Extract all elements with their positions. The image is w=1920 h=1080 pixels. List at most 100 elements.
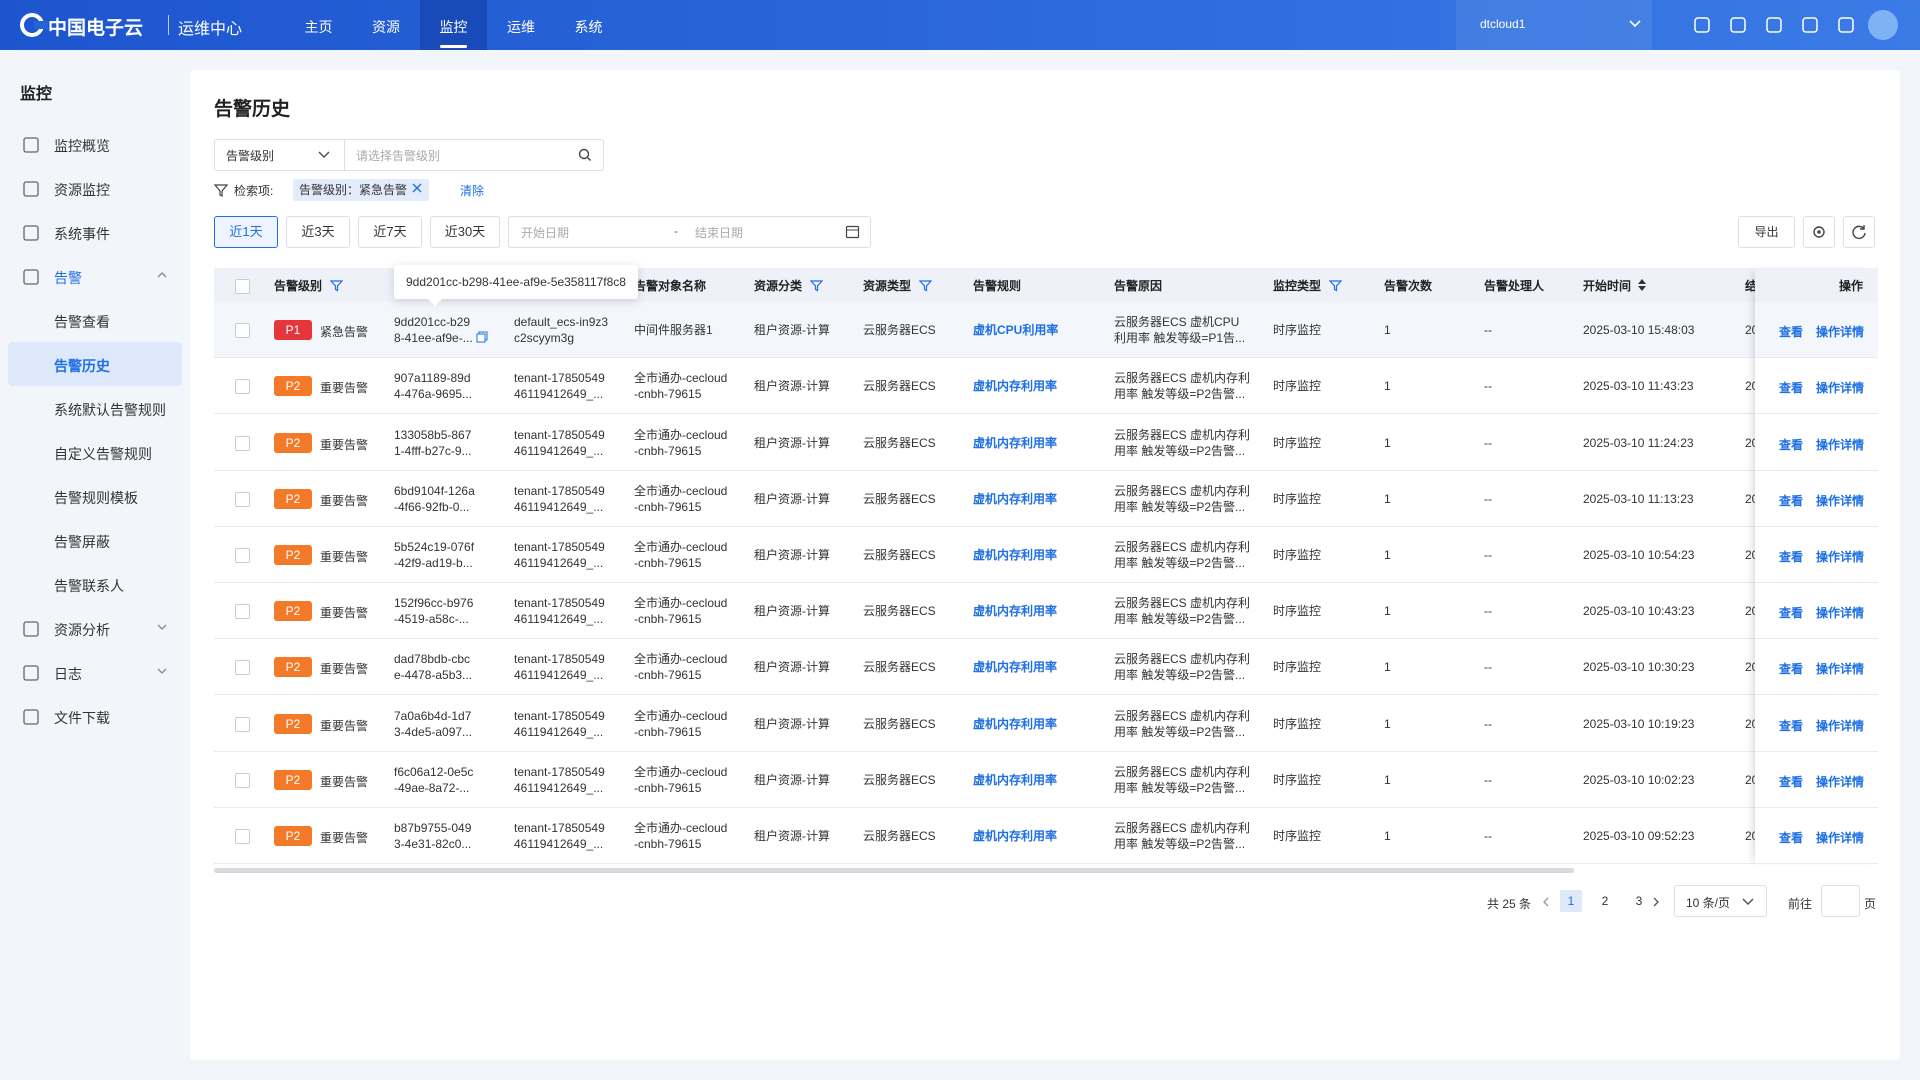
- cell-rule[interactable]: 虚机内存利用率: [973, 379, 1058, 394]
- menu-item[interactable]: 监控概览: [54, 138, 110, 154]
- cell-rule[interactable]: 虚机CPU利用率: [973, 323, 1059, 338]
- prev[interactable]: [1540, 894, 1552, 913]
- action-view[interactable]: 查看: [1779, 325, 1804, 340]
- submenu-item[interactable]: 告警历史: [54, 358, 110, 374]
- nav-item[interactable]: 资源: [372, 19, 400, 35]
- checkbox[interactable]: [235, 828, 250, 844]
- page-number[interactable]: 3: [1635, 894, 1643, 908]
- action-view[interactable]: 查看: [1779, 774, 1804, 789]
- header-icon[interactable]: [1765, 16, 1783, 37]
- cell-rule[interactable]: 虚机内存利用率: [973, 604, 1058, 619]
- menu-item[interactable]: 日志: [54, 666, 82, 682]
- filter-icon[interactable]: [1328, 279, 1343, 295]
- action-detail[interactable]: 操作详情: [1816, 718, 1865, 733]
- menu-item[interactable]: 系统事件: [54, 226, 110, 242]
- action-view[interactable]: 查看: [1779, 606, 1804, 621]
- header-icon[interactable]: [1801, 16, 1819, 37]
- submenu-item[interactable]: 告警联系人: [54, 578, 124, 594]
- action-view[interactable]: 查看: [1779, 830, 1804, 845]
- action-detail[interactable]: 操作详情: [1816, 381, 1865, 396]
- action-detail[interactable]: 操作详情: [1816, 774, 1865, 789]
- cell-monitor: 时序监控: [1273, 491, 1322, 506]
- next[interactable]: [1650, 894, 1662, 913]
- submenu-item[interactable]: 自定义告警规则: [54, 446, 152, 462]
- action-view[interactable]: 查看: [1779, 718, 1804, 733]
- refresh-button[interactable]: [1843, 216, 1875, 248]
- copy-icon[interactable]: [476, 331, 488, 346]
- avatar[interactable]: [1868, 10, 1898, 40]
- action-detail[interactable]: 操作详情: [1816, 662, 1865, 677]
- page-number[interactable]: 2: [1601, 894, 1609, 908]
- goto-input[interactable]: [1821, 885, 1860, 917]
- page-number[interactable]: 1: [1560, 890, 1582, 912]
- checkbox[interactable]: [235, 772, 250, 788]
- checkbox[interactable]: [235, 660, 250, 676]
- menu-item[interactable]: 文件下载: [54, 710, 110, 726]
- nav-item[interactable]: 运维: [507, 19, 535, 35]
- nav-item[interactable]: 系统: [574, 19, 603, 35]
- action-view[interactable]: 查看: [1779, 549, 1804, 564]
- cell-rule[interactable]: 虚机内存利用率: [973, 716, 1058, 731]
- action-view[interactable]: 查看: [1779, 437, 1804, 452]
- nav-item[interactable]: 监控: [439, 19, 468, 35]
- header-icon[interactable]: [1837, 16, 1855, 37]
- action-view[interactable]: 查看: [1779, 493, 1804, 508]
- filter-icon[interactable]: [918, 279, 933, 295]
- filter-icon[interactable]: [809, 279, 824, 295]
- level-name: 重要告警: [320, 493, 369, 508]
- time-button[interactable]: 近3天: [286, 216, 350, 248]
- time-button[interactable]: 近30天: [430, 216, 500, 248]
- checkbox[interactable]: [235, 716, 250, 732]
- menu-item[interactable]: 资源分析: [54, 622, 110, 638]
- cell-count: 1: [1384, 379, 1391, 394]
- tag-close[interactable]: [411, 181, 423, 198]
- date-range[interactable]: [508, 216, 871, 248]
- action-detail[interactable]: 操作详情: [1816, 830, 1865, 845]
- cell-rule[interactable]: 虚机内存利用率: [973, 547, 1058, 562]
- header-icon[interactable]: [1693, 16, 1711, 37]
- settings-button[interactable]: [1803, 216, 1835, 248]
- action-detail[interactable]: 操作详情: [1816, 493, 1865, 508]
- menu-item[interactable]: 资源监控: [54, 182, 110, 198]
- filter-select[interactable]: [214, 139, 345, 171]
- action-view[interactable]: 查看: [1779, 381, 1804, 396]
- menu-item[interactable]: 告警: [54, 270, 82, 286]
- time-button[interactable]: 近7天: [358, 216, 422, 248]
- sort-icon[interactable]: [1637, 277, 1647, 296]
- clear-link[interactable]: 清除: [460, 184, 485, 198]
- checkbox[interactable]: [235, 323, 250, 339]
- nav-item[interactable]: 主页: [304, 19, 333, 35]
- page-size[interactable]: [1674, 885, 1767, 917]
- checkbox[interactable]: [235, 547, 250, 563]
- checkbox[interactable]: [235, 604, 250, 620]
- submenu-item[interactable]: 告警查看: [54, 314, 110, 330]
- submenu-item[interactable]: 告警屏蔽: [54, 534, 110, 550]
- filter-label: 检索项:: [234, 184, 274, 198]
- cloud-select[interactable]: [1456, 0, 1652, 50]
- checkbox[interactable]: [235, 279, 250, 294]
- submenu-item[interactable]: 系统默认告警规则: [54, 402, 166, 418]
- cell-rule[interactable]: 虚机内存利用率: [973, 435, 1058, 450]
- select-arrow: [317, 148, 331, 165]
- action-detail[interactable]: 操作详情: [1816, 437, 1865, 452]
- filter-icon[interactable]: [329, 279, 344, 295]
- header-icon[interactable]: [1729, 16, 1747, 37]
- action-detail[interactable]: 操作详情: [1816, 549, 1865, 564]
- filter-input[interactable]: [344, 139, 604, 171]
- action-detail[interactable]: 操作详情: [1816, 606, 1865, 621]
- export-button[interactable]: 导出: [1738, 216, 1795, 248]
- cell-object: tenant-17850549: [514, 371, 605, 386]
- page-title: 告警历史: [214, 99, 291, 120]
- submenu-item[interactable]: 告警规则模板: [54, 490, 138, 506]
- time-button[interactable]: 近1天: [214, 216, 278, 248]
- action-view[interactable]: 查看: [1779, 662, 1804, 677]
- checkbox[interactable]: [235, 491, 250, 507]
- checkbox[interactable]: [235, 435, 250, 451]
- cell-rule[interactable]: 虚机内存利用率: [973, 491, 1058, 506]
- action-detail[interactable]: 操作详情: [1816, 325, 1865, 340]
- cell-rule[interactable]: 虚机内存利用率: [973, 828, 1058, 843]
- checkbox[interactable]: [235, 379, 250, 395]
- cell-rule[interactable]: 虚机内存利用率: [973, 660, 1058, 675]
- cell-rule[interactable]: 虚机内存利用率: [973, 772, 1058, 787]
- cell-reason: 用率 触发等级=P2告警...: [1114, 668, 1246, 683]
